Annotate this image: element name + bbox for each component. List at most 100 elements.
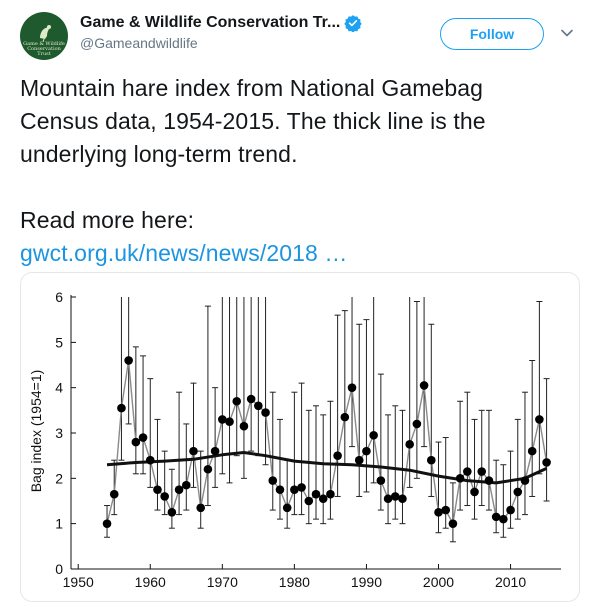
data-point: [196, 503, 206, 513]
data-point: [499, 514, 508, 524]
x-tick-label: 2000: [423, 574, 454, 590]
tweet-line: Census data, 1954-2015. The thick line i…: [20, 108, 486, 134]
x-tick-label: 1960: [135, 574, 166, 590]
data-point: [513, 487, 523, 497]
data-point: [145, 455, 155, 465]
data-point: [153, 485, 162, 494]
data-point: [254, 401, 263, 411]
data-point: [290, 485, 299, 494]
bag-index-chart: 0 1 2 3 4 5 6 1950 1960 1970 1980 1990 2000 2010 Bag …: [28, 289, 561, 590]
follow-button[interactable]: Follow: [440, 18, 544, 50]
y-tick-label: 1: [55, 516, 63, 532]
data-point: [261, 408, 270, 417]
account-handle[interactable]: @Gameandwildlife: [80, 35, 198, 52]
data-point: [376, 476, 386, 485]
error-bars: [104, 297, 550, 543]
avatar-caption: Game & Wildlife Conservation Trust: [23, 41, 65, 57]
data-point: [426, 455, 436, 465]
data-point: [362, 446, 371, 456]
data-point: [167, 508, 177, 517]
data-point: [535, 415, 544, 424]
tweet-link-line: gwct.org.uk/news/news/2018 …: [20, 237, 580, 270]
data-point: [109, 489, 119, 499]
account-info: Game & Wildlife Conservation Tr... @Game…: [80, 14, 440, 51]
media-card[interactable]: 0 1 2 3 4 5 6 1950 1960 1970 1980 1990 2000 2010 Bag …: [20, 272, 580, 602]
data-point: [354, 455, 364, 465]
trend-line-group: [106, 451, 548, 485]
data-point: [333, 451, 342, 460]
data-point: [239, 421, 249, 431]
data-point: [326, 489, 335, 499]
chart-axes: 0 1 2 3 4 5 6 1950 1960 1970 1980 1990 2000 2010: [55, 289, 561, 590]
data-point: [412, 419, 422, 429]
data-point: [203, 464, 213, 474]
x-tick-label: 2010: [495, 574, 526, 590]
data-point: [124, 356, 133, 365]
tweet-link-ellipsis: …: [317, 240, 348, 266]
y-tick-label: 5: [55, 334, 63, 350]
data-point: [268, 476, 278, 485]
data-point: [455, 474, 465, 483]
data-point: [491, 512, 501, 522]
y-tick-label: 6: [55, 289, 63, 305]
data-point: [297, 483, 306, 492]
y-tick-label: 3: [55, 425, 63, 441]
tweet-link-text: gwct.org.uk/news/news/2018: [20, 240, 318, 266]
chevron-down-icon[interactable]: [560, 26, 574, 40]
display-name[interactable]: Game & Wildlife Conservation Tr...: [80, 14, 341, 31]
x-tick-label: 1980: [279, 574, 310, 590]
trend-line: [106, 451, 548, 485]
data-point: [405, 440, 414, 449]
data-point: [434, 508, 443, 517]
data-point: [218, 415, 227, 424]
avatar[interactable]: Game & Wildlife Conservation Trust: [20, 12, 68, 60]
data-point: [117, 403, 126, 413]
data-point: [506, 505, 515, 515]
data-point: [304, 496, 314, 506]
data-point: [520, 476, 530, 485]
tweet-text: Mountain hare index from National Gameba…: [20, 72, 580, 270]
tweet-header: Game & Wildlife Conservation Trust Game …: [20, 12, 580, 62]
data-point: [282, 503, 292, 513]
y-axis-label: Bag index (1954=1): [28, 370, 44, 493]
data-point: [174, 485, 184, 494]
data-point: [275, 485, 285, 494]
grouse-logo-icon: [40, 25, 51, 43]
data-point: [347, 383, 357, 392]
data-points: [102, 356, 551, 528]
y-tick-label: 0: [55, 561, 63, 577]
data-point: [470, 487, 479, 497]
data-point: [210, 446, 220, 456]
data-point: [448, 519, 458, 528]
data-point: [484, 476, 494, 485]
data-point: [102, 519, 112, 528]
data-point: [441, 505, 451, 515]
data-point: [225, 417, 234, 426]
x-tick-label: 1990: [351, 574, 382, 590]
data-point: [131, 437, 141, 447]
data-point: [369, 430, 378, 440]
data-point: [160, 492, 169, 501]
data-point: [138, 433, 148, 442]
data-point: [311, 489, 321, 499]
x-tick-label: 1950: [63, 574, 94, 590]
data-point: [246, 394, 256, 404]
tweet-line: Mountain hare index from National Gameba…: [20, 75, 484, 101]
tweet-link[interactable]: gwct.org.uk/news/news/2018 …: [20, 240, 348, 266]
y-tick-label: 2: [55, 470, 63, 486]
read-more-text: Read more here:: [20, 207, 195, 233]
data-point: [390, 492, 400, 501]
data-point: [189, 446, 198, 456]
x-tick-label: 1970: [207, 574, 238, 590]
data-point: [318, 494, 328, 504]
data-point: [419, 381, 429, 390]
data-point: [181, 480, 191, 490]
data-point: [398, 494, 407, 504]
data-point: [340, 412, 350, 422]
data-point: [463, 467, 472, 476]
data-point: [477, 467, 487, 476]
data-point: [383, 494, 393, 504]
data-point: [232, 396, 242, 406]
data-point: [542, 458, 551, 467]
tweet-line: underlying long-term trend.: [20, 141, 298, 167]
